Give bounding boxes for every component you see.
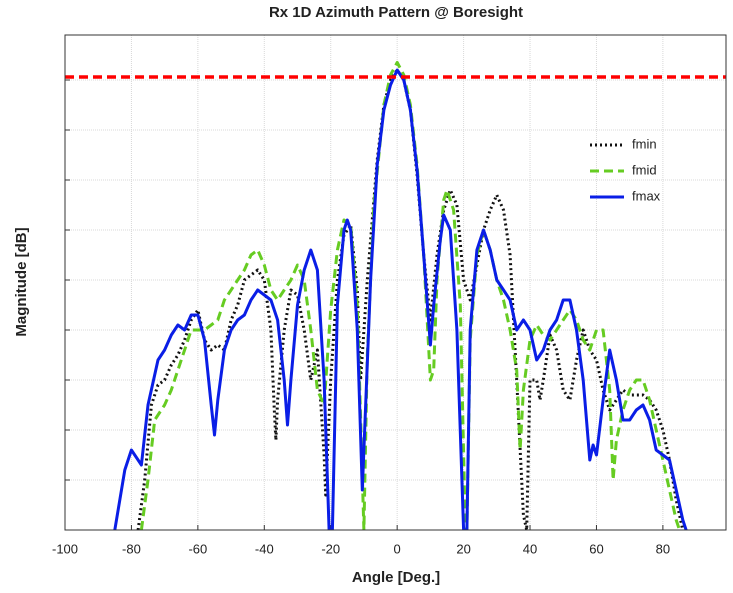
x-tick-label: -80	[122, 541, 141, 556]
plot-area	[65, 35, 726, 530]
x-tick-label: -60	[188, 541, 207, 556]
plot-frame	[64, 34, 727, 531]
x-tick-label: -40	[255, 541, 274, 556]
y-axis-label: Magnitude [dB]	[13, 227, 30, 336]
x-tick-label: -100	[52, 541, 78, 556]
x-tick-label: 20	[456, 541, 470, 556]
x-tick-label: -20	[321, 541, 340, 556]
x-axis-label: Angle [Deg.]	[352, 569, 440, 586]
lines	[65, 61, 726, 530]
series-line	[113, 68, 688, 530]
legend-label: fmax	[632, 188, 661, 203]
x-tick-label: 40	[523, 541, 537, 556]
x-tick-label: 60	[589, 541, 603, 556]
x-tick-label: 0	[394, 541, 401, 556]
chart-title: Rx 1D Azimuth Pattern @ Boresight	[269, 4, 523, 21]
legend-label: fmid	[632, 162, 657, 177]
legend: fmin fmid fmax	[590, 136, 661, 203]
series-line	[139, 61, 681, 530]
x-tick-label: 80	[656, 541, 670, 556]
legend-label: fmin	[632, 136, 657, 151]
